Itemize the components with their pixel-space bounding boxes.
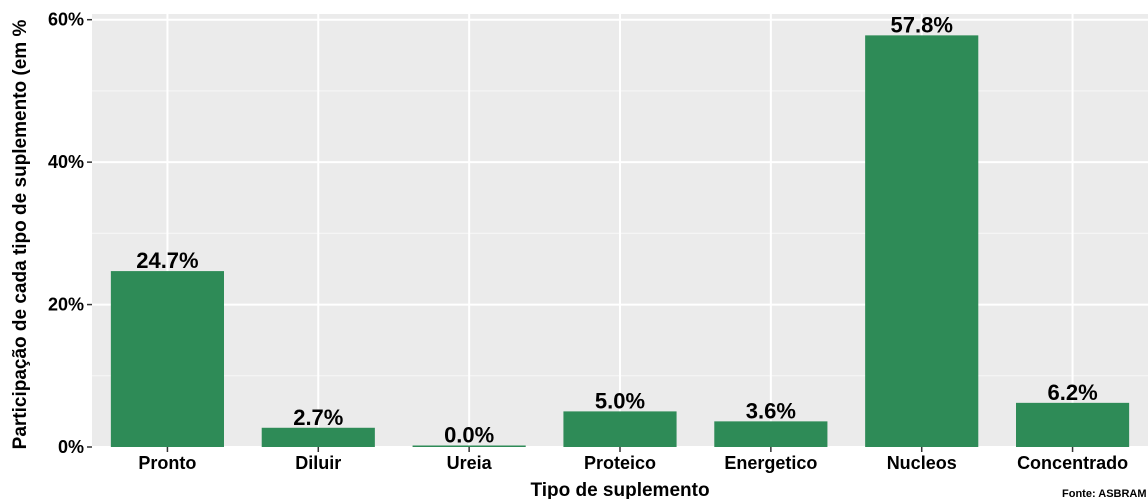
bar-value-label: 24.7% — [136, 248, 198, 273]
bar-value-label: 6.2% — [1047, 380, 1097, 405]
bar-concentrado — [1016, 402, 1130, 447]
bar-nucleos — [865, 35, 979, 447]
y-tick-label: 60% — [48, 10, 84, 30]
x-axis-ticks: Pronto Diluir Ureia Proteico Energetico Nucle… — [138, 447, 1128, 473]
bar-value-label: 5.0% — [595, 388, 645, 413]
x-tick-label: Diluir — [295, 453, 341, 473]
bar-pronto — [110, 271, 224, 447]
bar-value-labels: 24.7% 2.7% 0.0% 5.0% 3.6% 57.8% 6.2% — [136, 12, 1097, 447]
bar-value-label: 0.0% — [444, 423, 494, 448]
bar-energetico — [714, 421, 828, 447]
source-caption: Fonte: ASBRAM — [1062, 488, 1147, 499]
bar-ureia — [412, 445, 526, 447]
x-tick-label: Concentrado — [1017, 453, 1128, 473]
major-gridlines — [92, 14, 1148, 448]
bar-value-label: 2.7% — [293, 405, 343, 430]
x-tick-label: Pronto — [138, 453, 196, 473]
x-tick-label: Proteico — [584, 453, 656, 473]
x-tick-label: Nucleos — [887, 453, 957, 473]
bar-value-label: 57.8% — [891, 12, 953, 37]
y-axis-title: Participação de cada tipo de suplemento … — [10, 20, 31, 450]
x-tick-label: Energetico — [724, 453, 817, 473]
y-tick-label: 0% — [58, 437, 84, 457]
y-tick-label: 40% — [48, 152, 84, 172]
bars — [110, 35, 1130, 447]
y-axis-ticks: 0% 20% 40% 60% — [48, 10, 92, 457]
x-axis-title: Tipo de suplemento — [530, 480, 709, 499]
x-tick-label: Ureia — [447, 453, 493, 473]
y-tick-label: 20% — [48, 295, 84, 315]
bar-diluir — [261, 427, 375, 447]
bar-proteico — [563, 411, 677, 447]
bar-value-label: 3.6% — [746, 398, 796, 423]
